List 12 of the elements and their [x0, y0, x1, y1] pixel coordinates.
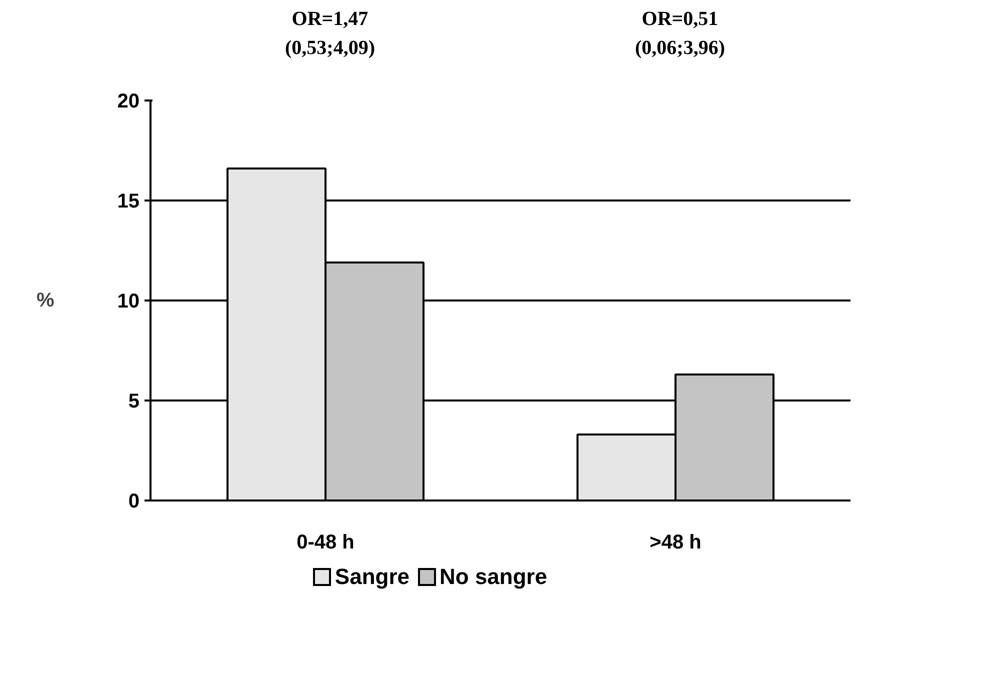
y-tick-label: 20 — [117, 90, 140, 112]
y-tick-label: 5 — [128, 390, 140, 412]
x-tick-label: 0-48 h — [296, 532, 354, 554]
y-tick-label: 0 — [128, 490, 140, 512]
text: OR=1,47 (0,53;4,09) — [285, 7, 375, 61]
legend-label: No sangre — [440, 563, 548, 591]
legend-label: Sangre — [334, 563, 410, 591]
y-tick-label: 10 — [117, 290, 140, 312]
y-tick-label: 15 — [117, 190, 140, 212]
text: OR=0,51 (0,06;3,96) — [635, 7, 725, 61]
y-axis-title: % — [36, 290, 54, 312]
x-tick-label: >48 h — [650, 532, 702, 554]
